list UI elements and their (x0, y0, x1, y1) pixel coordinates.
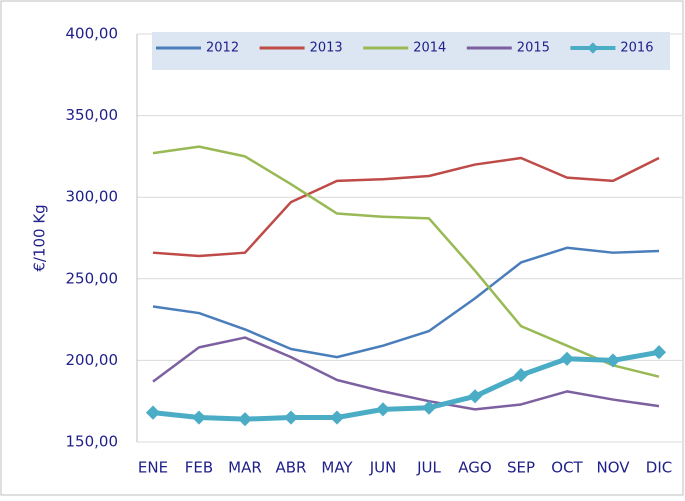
x-tick-label: JUL (416, 459, 441, 477)
marker (191, 410, 207, 425)
y-axis-label: €/100 Kg (31, 204, 49, 271)
legend-label: 2016 (620, 41, 653, 56)
y-tick-label: 350,00 (66, 106, 119, 124)
x-tick-label: OCT (551, 459, 583, 477)
x-tick-label: JUN (369, 459, 397, 477)
marker (375, 402, 391, 417)
y-tick-label: 400,00 (66, 25, 119, 43)
legend-box (152, 32, 670, 70)
x-tick-label: DIC (646, 459, 672, 477)
marker (651, 345, 667, 360)
x-tick-label: FEB (185, 459, 213, 477)
marker (467, 389, 483, 404)
marker (329, 410, 345, 425)
marker (513, 368, 529, 383)
series-line (152, 156, 660, 258)
y-tick-label: 300,00 (66, 188, 119, 206)
marker (605, 353, 621, 368)
legend-label: 2015 (517, 41, 550, 56)
x-tick-label: MAR (228, 459, 262, 477)
y-tick-label: 200,00 (66, 351, 119, 369)
marker (237, 412, 253, 427)
y-tick-label: 250,00 (66, 269, 119, 287)
x-tick-label: AGO (458, 459, 491, 477)
marker (559, 351, 575, 366)
legend-label: 2013 (310, 41, 343, 56)
series-line (152, 145, 660, 378)
marker (421, 400, 437, 415)
series-line (152, 246, 660, 359)
series-line (152, 336, 660, 411)
legend-label: 2012 (206, 41, 239, 56)
legend: 2012 2013 2014 2015 2016 (152, 32, 670, 70)
marker (283, 410, 299, 425)
x-tick-label: ABR (276, 459, 307, 477)
legend-label: 2014 (413, 41, 446, 56)
x-tick-label: MAY (321, 459, 353, 477)
series-line (152, 349, 660, 422)
y-tick-label: 150,00 (66, 433, 119, 451)
x-tick-label: ENE (138, 459, 168, 477)
marker (145, 405, 161, 420)
legend-marker (587, 42, 599, 54)
x-tick-label: SEP (507, 459, 535, 477)
x-tick-label: NOV (596, 459, 630, 477)
